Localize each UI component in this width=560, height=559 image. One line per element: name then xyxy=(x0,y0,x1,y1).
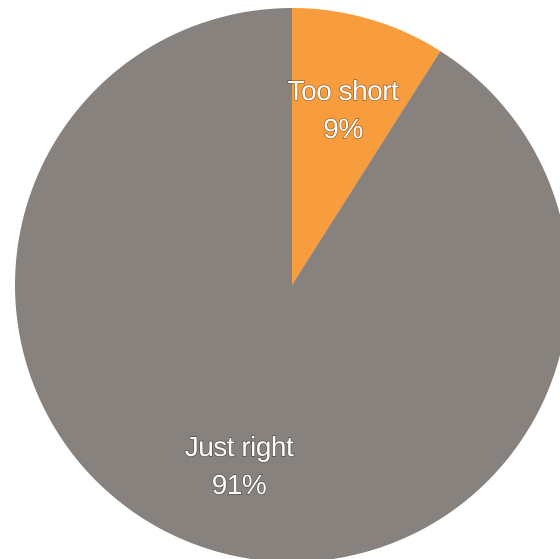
pie-slice-too-short xyxy=(292,8,441,285)
slice-label-just-right: Just right xyxy=(185,431,294,462)
slice-label-too-short: Too short xyxy=(288,75,399,106)
slice-value-too-short: 9% xyxy=(323,113,362,144)
pie-slices xyxy=(15,8,560,559)
pie-labels: Too short 9% Just right 91% xyxy=(184,74,400,500)
pie-slice-just-right xyxy=(15,8,560,559)
slice-value-just-right: 91% xyxy=(212,469,267,500)
